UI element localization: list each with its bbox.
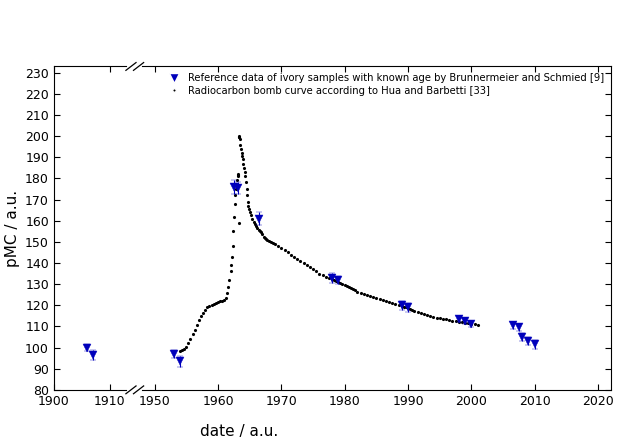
Y-axis label: pMC / a.u.: pMC / a.u. [4,190,20,267]
Legend: Reference data of ivory samples with known age by Brunnermeier and Schmied [9], : Reference data of ivory samples with kno… [161,71,606,98]
Text: date / a.u.: date / a.u. [201,424,279,439]
